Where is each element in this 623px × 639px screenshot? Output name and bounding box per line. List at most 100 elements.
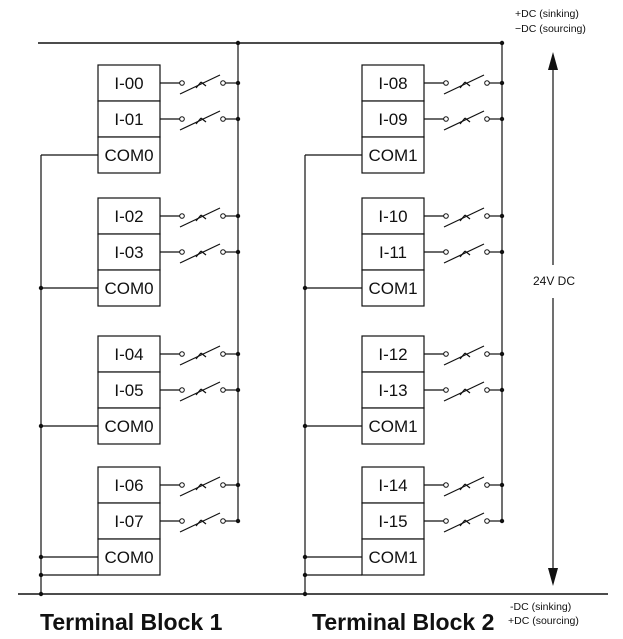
junction-dot	[499, 249, 505, 255]
junction-dot	[235, 351, 241, 357]
junction-dot	[38, 554, 44, 560]
junction-dot	[499, 80, 505, 86]
junction-dot	[235, 40, 241, 46]
bottom-supply-label-sinking: -DC (sinking)	[510, 601, 571, 613]
junction-dot	[235, 387, 241, 393]
switch-contact-icon	[484, 518, 490, 524]
switch-contact-icon	[443, 387, 449, 393]
switch-contact-icon	[443, 518, 449, 524]
switch-contact-icon	[220, 80, 226, 86]
input-terminal-label: I-09	[378, 110, 407, 129]
junction-dot	[235, 482, 241, 488]
junction-dot	[302, 591, 308, 597]
common-terminal-label: COM0	[104, 548, 153, 567]
switch-icon	[179, 381, 221, 402]
common-terminal-label: COM0	[104, 146, 153, 165]
input-terminal-label: I-10	[378, 207, 407, 226]
input-terminal	[97, 197, 161, 235]
switch-icon	[179, 512, 221, 533]
junction-dot	[38, 423, 44, 429]
voltage-label: 24V DC	[533, 274, 575, 288]
junction-dot	[499, 40, 505, 46]
input-terminal-label: I-05	[114, 381, 143, 400]
switch-contact-icon	[484, 482, 490, 488]
switch-contact-icon	[179, 249, 185, 255]
input-terminal-label: I-15	[378, 512, 407, 531]
input-terminal-label: I-02	[114, 207, 143, 226]
junction-dot	[235, 213, 241, 219]
input-terminal	[97, 371, 161, 409]
junction-dot	[499, 482, 505, 488]
switch-contact-icon	[179, 351, 185, 357]
junction-dot	[499, 351, 505, 357]
junction-dot	[38, 591, 44, 597]
common-terminal	[97, 269, 161, 307]
junction-dot	[302, 554, 308, 560]
common-terminal-label: COM1	[368, 279, 417, 298]
junction-dot	[499, 387, 505, 393]
switch-icon	[179, 207, 221, 228]
junction-dot	[499, 518, 505, 524]
junction-dot	[499, 116, 505, 122]
top-supply-label-sourcing: −DC (sourcing)	[515, 23, 586, 35]
switch-contact-icon	[443, 351, 449, 357]
junction-dot	[499, 213, 505, 219]
junction-dot	[38, 572, 44, 578]
switch-contact-icon	[220, 387, 226, 393]
input-terminal-label: I-00	[114, 74, 143, 93]
input-terminal-label: I-06	[114, 476, 143, 495]
switch-contact-icon	[484, 213, 490, 219]
terminal-group: I-14 I-15 COM1	[302, 466, 505, 576]
terminal-blocks: I-00I-01COM0I-02I-03COM0I-04I-05COM0I-06…	[38, 40, 505, 597]
switch-icon	[443, 381, 485, 402]
switch-icon	[443, 74, 485, 95]
common-terminal	[97, 407, 161, 445]
input-terminal-label: I-11	[379, 243, 407, 262]
terminal-block-1-title: Terminal Block 1	[40, 609, 223, 635]
switch-contact-icon	[443, 213, 449, 219]
switch-contact-icon	[220, 482, 226, 488]
common-terminal	[361, 136, 425, 174]
common-terminal-label: COM0	[104, 279, 153, 298]
switch-icon	[443, 476, 485, 497]
arrow-up-icon	[548, 52, 558, 70]
terminal-group: I-02 I-03 COM0	[38, 197, 241, 307]
junction-dot	[235, 116, 241, 122]
junction-dot	[302, 285, 308, 291]
terminal-group: I-12 I-13 COM1	[302, 335, 505, 445]
terminal-group: I-08 I-09 COM1	[305, 64, 505, 174]
input-terminal-label: I-03	[114, 243, 143, 262]
switch-contact-icon	[484, 80, 490, 86]
common-terminal-label: COM1	[368, 548, 417, 567]
common-terminal	[361, 407, 425, 445]
junction-dot	[235, 80, 241, 86]
terminal-block-2-title: Terminal Block 2	[312, 609, 494, 635]
input-terminal	[97, 466, 161, 504]
switch-contact-icon	[484, 351, 490, 357]
common-terminal	[361, 269, 425, 307]
input-terminal	[97, 502, 161, 540]
switch-contact-icon	[179, 213, 185, 219]
input-terminal-label: I-13	[378, 381, 407, 400]
input-terminal-label: I-08	[378, 74, 407, 93]
common-terminal	[97, 136, 161, 174]
switch-contact-icon	[443, 249, 449, 255]
bottom-supply-label-sourcing: +DC (sourcing)	[508, 615, 579, 627]
junction-dot	[302, 572, 308, 578]
switch-contact-icon	[443, 116, 449, 122]
common-terminal-label: COM1	[368, 146, 417, 165]
switch-contact-icon	[484, 116, 490, 122]
switch-contact-icon	[179, 482, 185, 488]
input-terminal	[97, 100, 161, 138]
arrow-down-icon	[548, 568, 558, 586]
input-terminal-label: I-07	[114, 512, 143, 531]
input-terminal	[361, 466, 425, 504]
switch-icon	[443, 207, 485, 228]
common-terminal	[361, 538, 425, 576]
switch-contact-icon	[220, 213, 226, 219]
terminal-group: I-10 I-11 COM1	[302, 197, 505, 307]
switch-contact-icon	[179, 387, 185, 393]
terminal-group: I-04 I-05 COM0	[38, 335, 241, 445]
junction-dot	[235, 518, 241, 524]
switch-contact-icon	[220, 116, 226, 122]
